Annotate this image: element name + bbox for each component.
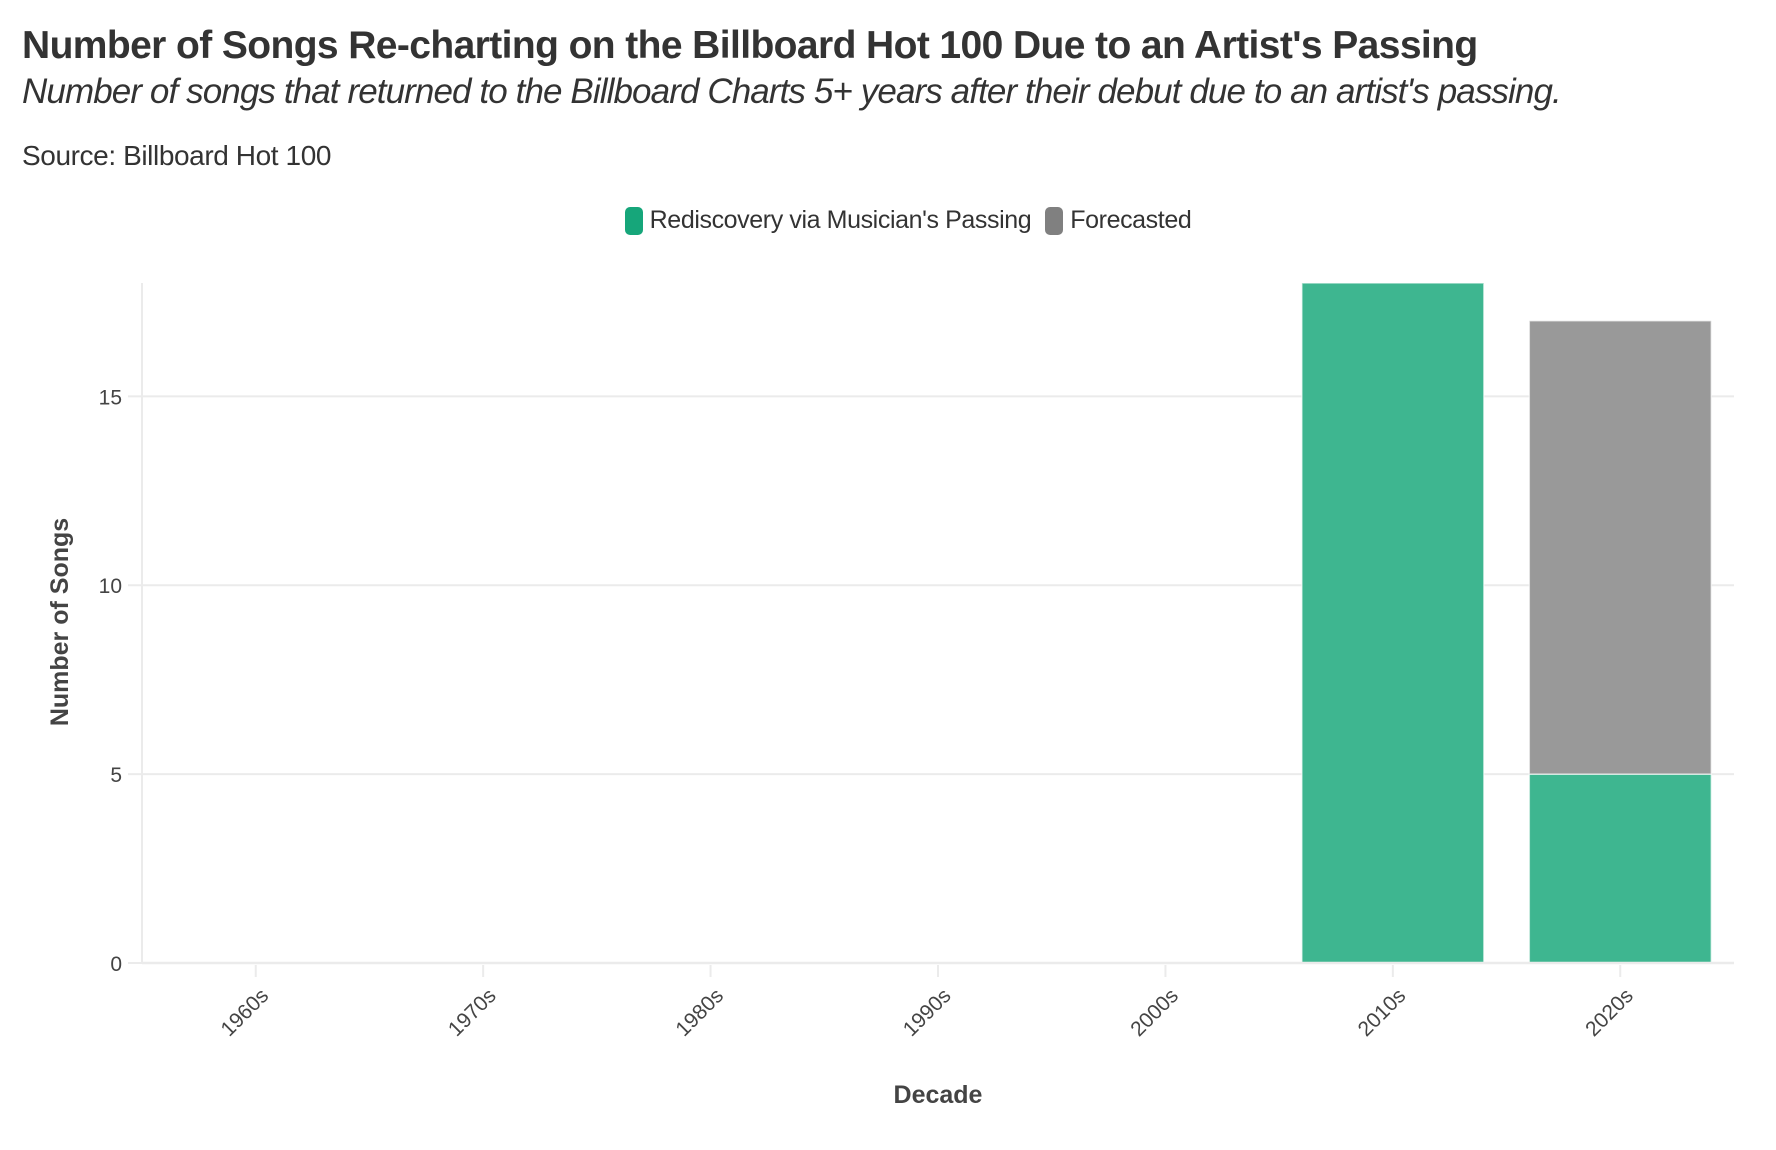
legend-item-forecasted[interactable]: Forecasted [1045, 206, 1192, 235]
x-tick-label: 1980s [671, 984, 728, 1041]
chart-source: Source: Billboard Hot 100 [22, 140, 332, 171]
chart-legend: Rediscovery via Musician's Passing Forec… [0, 206, 1776, 235]
legend-swatch-rediscovery [624, 206, 643, 235]
bars [1301, 282, 1713, 964]
y-axis-title: Number of Songs [46, 518, 74, 726]
x-tick-label: 2000s [1126, 984, 1183, 1041]
x-tick-label: 2020s [1581, 984, 1638, 1041]
y-tick-label: 10 [99, 575, 122, 598]
legend-item-rediscovery[interactable]: Rediscovery via Musician's Passing [624, 206, 1032, 235]
x-tick-label: 1970s [444, 984, 501, 1041]
bar-2010s-rediscovery[interactable] [1301, 282, 1485, 964]
chart-header: Number of Songs Re-charting on the Billb… [22, 22, 1776, 114]
bar-2020s-rediscovery[interactable] [1528, 773, 1713, 964]
x-tick-label: 1990s [899, 984, 956, 1041]
y-tick-label: 15 [99, 386, 122, 409]
x-axis-title: Decade [894, 1081, 983, 1109]
legend-label-forecasted: Forecasted [1070, 206, 1192, 234]
legend-label-rediscovery: Rediscovery via Musician's Passing [649, 206, 1032, 234]
legend-swatch-forecasted [1045, 206, 1064, 235]
y-tick-label: 0 [110, 953, 122, 976]
chart-subtitle: Number of songs that returned to the Bil… [22, 72, 1562, 111]
x-tick-label: 2010s [1354, 984, 1411, 1041]
x-tick-label: 1960s [217, 984, 274, 1041]
bar-2020s-forecasted[interactable] [1528, 320, 1713, 775]
gridlines [128, 395, 1734, 964]
y-tick-label: 5 [110, 764, 122, 787]
chart-title: Number of Songs Re-charting on the Billb… [22, 24, 1478, 67]
